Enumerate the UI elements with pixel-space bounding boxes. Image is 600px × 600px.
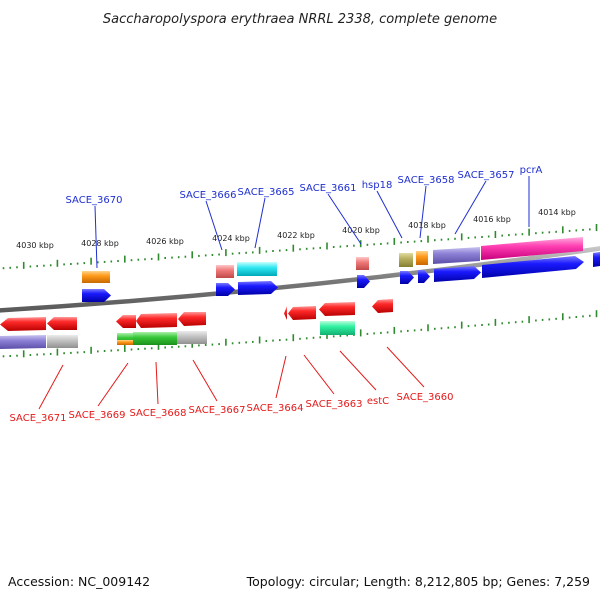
gene-SACE_3667[interactable] [178,312,206,326]
label-pcrA[interactable]: pcrA [520,165,543,176]
label-estC[interactable]: estC [367,396,389,407]
gene-SACE_3671-ortholog[interactable] [0,335,46,349]
tick-label-4026: 4026 kbp [146,237,184,246]
label-SACE_3670[interactable]: SACE_3670 [66,195,123,206]
tick-label-4018: 4018 kbp [408,221,446,230]
gene-SACE_3664[interactable] [284,306,287,320]
label-SACE_3668[interactable]: SACE_3668 [130,408,187,419]
gene-SACE_3667-ortholog[interactable] [177,331,207,344]
gene-SACE_3658-ortholog[interactable] [416,251,428,265]
genome-stats-text: Topology: circular; Length: 8,212,805 bp… [246,574,590,589]
label-SACE_3658[interactable]: SACE_3658 [398,175,455,186]
gene-SACE_3671b-ortholog[interactable] [47,335,78,348]
gene-SACE_3668[interactable] [136,313,177,328]
forward-gene-labels: SACE_3670 SACE_3666 SACE_3665 SACE_3661 … [66,165,543,269]
label-SACE_3664[interactable]: SACE_3664 [247,403,304,414]
gene-SACE_3671[interactable] [0,317,46,331]
gene-SACE_3670-ortholog[interactable] [82,271,110,283]
accession-text: Accession: NC_009142 [8,574,150,589]
genome-backbone [0,246,600,313]
gene-SACE_3671b[interactable] [47,317,77,330]
label-SACE_3667[interactable]: SACE_3667 [189,405,246,416]
tick-label-4024: 4024 kbp [212,234,250,243]
tick-label-4028: 4028 kbp [81,239,119,248]
label-SACE_3661[interactable]: SACE_3661 [300,183,357,194]
gene-offscreen-right[interactable] [593,252,600,267]
gene-SACE_3661-ortholog[interactable] [356,257,369,270]
reverse-gene-labels: SACE_3671 SACE_3669 SACE_3668 SACE_3667 … [10,346,454,424]
label-SACE_3657[interactable]: SACE_3657 [458,170,515,181]
gene-SACE_3665-ortholog[interactable] [237,262,277,276]
gene-hsp18[interactable] [400,271,414,284]
gene-SACE_3663[interactable] [319,302,355,316]
gene-hsp18-ortholog[interactable] [399,253,413,267]
gene-pcrA-ortholog[interactable] [481,237,583,260]
map-title: Saccharopolyspora erythraea NRRL 2338, c… [103,12,497,27]
label-SACE_3666[interactable]: SACE_3666 [180,190,237,201]
tick-label-4016: 4016 kbp [473,215,511,224]
label-hsp18[interactable]: hsp18 [362,180,393,191]
gene-SACE_3669-ortholog-b[interactable] [117,340,133,345]
label-SACE_3660[interactable]: SACE_3660 [397,392,454,403]
gene-SACE_3658[interactable] [418,270,430,283]
kbp-tick-labels: 4030 kbp 4028 kbp 4026 kbp 4024 kbp 4022… [16,208,576,250]
gene-SACE_3657-ortholog[interactable] [433,247,480,264]
gene-SACE_3669[interactable] [116,315,136,328]
tick-label-4022: 4022 kbp [277,231,315,240]
forward-tick-track [2,224,598,270]
tick-label-4014: 4014 kbp [538,208,576,217]
gene-SACE_3663-ortholog[interactable] [320,321,355,335]
label-SACE_3665[interactable]: SACE_3665 [238,187,295,198]
tick-label-4030: 4030 kbp [16,241,54,250]
label-SACE_3663[interactable]: SACE_3663 [306,399,363,410]
reverse-tick-track [2,310,598,358]
label-SACE_3669[interactable]: SACE_3669 [69,410,126,421]
gene-SACE_3670[interactable] [82,289,111,302]
gene-SACE_3668-ortholog[interactable] [133,332,177,345]
gene-SACE_3664b[interactable] [288,306,316,320]
gene-SACE_3660[interactable] [372,299,393,313]
gene-SACE_3666[interactable] [216,283,235,296]
gene-SACE_3665[interactable] [238,281,278,295]
gene-pcrA[interactable] [482,256,584,278]
gene-SACE_3661[interactable] [357,275,370,288]
forward-genes [82,237,600,302]
gene-SACE_3666-ortholog[interactable] [216,265,234,278]
reverse-genes [0,299,393,349]
gene-SACE_3657[interactable] [434,266,481,282]
label-SACE_3671[interactable]: SACE_3671 [10,413,67,424]
tick-label-4020: 4020 kbp [342,226,380,235]
